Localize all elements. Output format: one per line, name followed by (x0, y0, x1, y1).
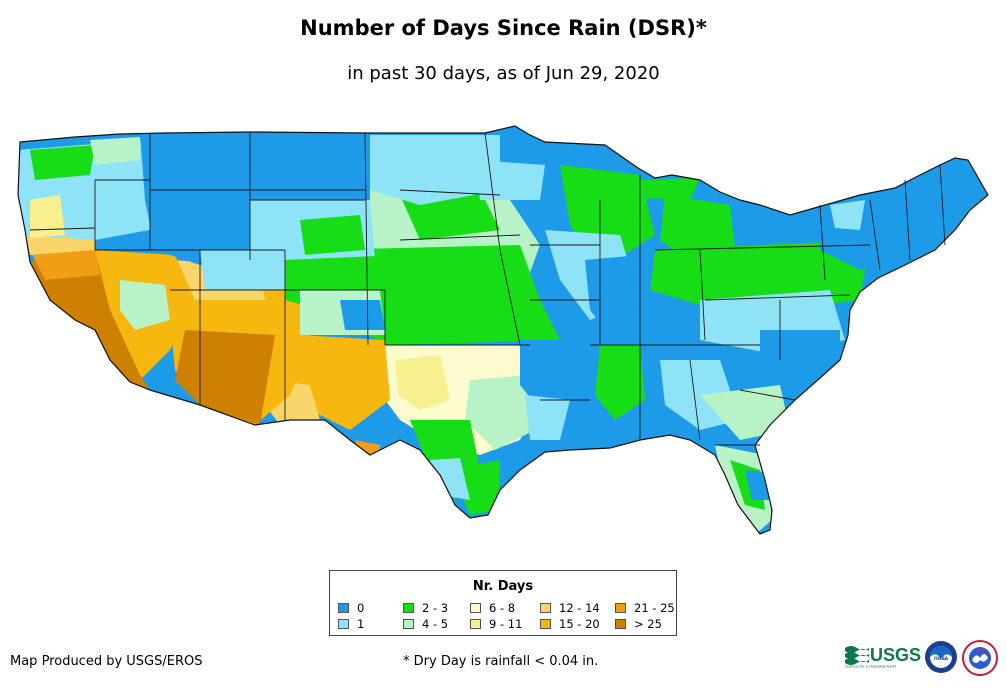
legend-swatch (615, 603, 626, 613)
dsr-region (700, 385, 790, 440)
legend-item: 12 - 14 (540, 601, 600, 615)
svg-text:USGS: USGS (870, 645, 921, 665)
legend-item: 9 - 11 (470, 617, 522, 631)
noaa-logo: noaa (925, 641, 957, 673)
state-border (869, 199, 881, 271)
dsr-region (30, 145, 95, 180)
usgs-logo: USGS science for a changing world (845, 645, 921, 669)
dsr-region (395, 355, 450, 410)
dsr-region (300, 215, 365, 255)
legend-item: 1 (338, 617, 364, 631)
legend-label: 6 - 8 (489, 601, 516, 615)
map-subtitle: in past 30 days, as of Jun 29, 2020 (347, 63, 660, 84)
legend-label: 12 - 14 (559, 601, 600, 615)
dsr-region (525, 395, 570, 440)
state-border (364, 132, 369, 346)
legend-swatch (470, 603, 481, 613)
svg-text:science for a changing world: science for a changing world (845, 664, 896, 669)
dsr-region (30, 245, 100, 280)
legend-item: 0 (338, 601, 364, 615)
dsr-region (140, 133, 370, 265)
legend-item: 6 - 8 (470, 601, 515, 615)
legend-label: 21 - 25 (634, 601, 675, 615)
state-border (499, 249, 521, 346)
map-title: Number of Days Since Rain (DSR)* (300, 16, 707, 40)
state-border (654, 244, 871, 251)
dsr-region (585, 255, 650, 350)
nws-logo (962, 640, 998, 676)
dsr-region (595, 345, 645, 420)
legend-item: 4 - 5 (403, 617, 448, 631)
dsr-region (370, 135, 500, 205)
svg-text:noaa: noaa (934, 656, 949, 662)
legend-swatch (403, 603, 414, 613)
dsr-region (90, 137, 140, 165)
dsr-region (760, 330, 840, 390)
legend-title: Nr. Days (472, 579, 534, 594)
legend-swatch (338, 603, 349, 613)
state-border (704, 294, 851, 301)
legend-swatch (540, 603, 551, 613)
state-border (739, 389, 796, 401)
state-border (699, 249, 706, 341)
dsr-region (30, 250, 150, 390)
legend-label: > 25 (634, 617, 662, 631)
state-border (399, 234, 521, 241)
legend-item: 2 - 3 (403, 601, 448, 615)
state-border (819, 204, 826, 281)
legend-label: 0 (357, 601, 365, 615)
legend-swatch (338, 619, 349, 629)
dsr-region (200, 250, 290, 290)
dsr-region (520, 340, 590, 410)
legend-swatch (403, 619, 414, 629)
state-border (689, 359, 701, 441)
legend-label: 4 - 5 (422, 617, 449, 631)
legend-item: 15 - 20 (540, 617, 600, 631)
legend: Nr. Days 0 1 2 - 3 4 - 5 6 - 8 9 - 11 12 - 14 1… (329, 570, 677, 636)
legend-label: 1 (357, 617, 365, 631)
state-border (399, 189, 501, 196)
legend-swatch (615, 619, 626, 629)
legend-item: 21 - 25 (615, 601, 675, 615)
dsr-region (340, 300, 385, 330)
state-border (29, 227, 96, 231)
dsr-region (465, 375, 535, 450)
dsr-map (17, 125, 989, 535)
legend-label: 2 - 3 (422, 601, 449, 615)
dsr-region (830, 200, 865, 230)
dsr-region (30, 195, 65, 238)
legend-swatch (470, 619, 481, 629)
dsr-region (120, 280, 170, 330)
legend-swatch (540, 619, 551, 629)
state-border (484, 132, 501, 251)
legend-item: > 25 (615, 617, 662, 631)
credit-text: Map Produced by USGS/EROS (10, 654, 203, 669)
dsr-region (175, 330, 275, 425)
footnote-text: * Dry Day is rainfall < 0.04 in. (403, 654, 599, 669)
dsr-region (640, 178, 700, 200)
state-border (939, 164, 946, 246)
state-border (904, 179, 911, 261)
legend-label: 15 - 20 (559, 617, 600, 631)
legend-label: 9 - 11 (489, 617, 523, 631)
